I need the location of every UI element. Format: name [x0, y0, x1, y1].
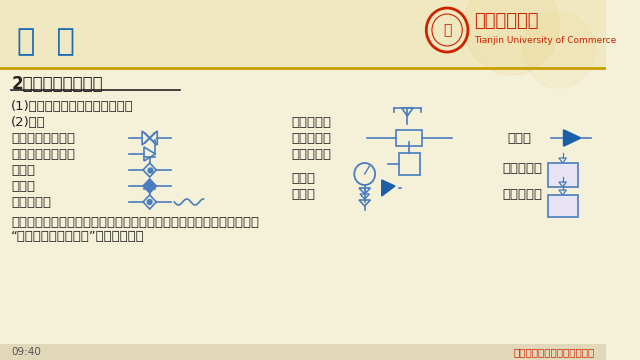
Circle shape — [464, 0, 559, 75]
Text: 商: 商 — [443, 23, 451, 37]
Polygon shape — [143, 179, 156, 193]
Text: 2、设备和阀件图例: 2、设备和阀件图例 — [12, 75, 103, 93]
Text: (1)设备图例自造，原则是形象化: (1)设备图例自造，原则是形象化 — [12, 99, 134, 113]
Text: 压力表: 压力表 — [292, 171, 316, 185]
Text: (2)阀件: (2)阀件 — [12, 116, 46, 129]
Text: 热能与动力工程实验教学中心: 热能与动力工程实验教学中心 — [514, 347, 595, 357]
Text: 安全阀: 安全阀 — [292, 188, 316, 201]
Text: 节流阀: 节流阀 — [12, 180, 35, 193]
Polygon shape — [381, 180, 395, 196]
Text: 干燥过滤器: 干燥过滤器 — [292, 131, 332, 144]
Text: 过压旁通阀: 过压旁通阀 — [292, 116, 332, 129]
Circle shape — [523, 12, 595, 88]
Text: 电磁阀: 电磁阀 — [12, 163, 35, 176]
Text: 直通阀（截止阀）: 直通阀（截止阀） — [12, 131, 76, 144]
Text: 热力膨胀阀: 热力膨胀阀 — [12, 195, 51, 208]
FancyBboxPatch shape — [0, 344, 606, 360]
Text: 自动阀门：电磁主阀、恒压阀、冷凝压力调节阀、蒸发压力调节阀等按: 自动阀门：电磁主阀、恒压阀、冷凝压力调节阀、蒸发压力调节阀等按 — [12, 216, 259, 229]
Text: 压差继电器: 压差继电器 — [502, 162, 542, 175]
Text: 09:40: 09:40 — [12, 347, 41, 357]
FancyBboxPatch shape — [0, 0, 606, 68]
Text: Tianjin University of Commerce: Tianjin University of Commerce — [474, 36, 616, 45]
Text: 单向阀: 单向阀 — [508, 131, 532, 144]
FancyBboxPatch shape — [547, 163, 578, 187]
FancyBboxPatch shape — [547, 195, 578, 217]
Text: 压力继电器: 压力继电器 — [502, 188, 542, 201]
Polygon shape — [564, 130, 580, 146]
Text: “制冷空调装置自动化”的相关规定。: “制冷空调装置自动化”的相关规定。 — [12, 230, 145, 243]
Text: 直角过滤器: 直角过滤器 — [292, 148, 332, 161]
Text: 天津商业大学: 天津商业大学 — [474, 12, 538, 30]
Text: 绪  论: 绪 论 — [17, 27, 75, 57]
Text: 直角阀（截止阀）: 直角阀（截止阀） — [12, 148, 76, 161]
Circle shape — [147, 199, 152, 204]
